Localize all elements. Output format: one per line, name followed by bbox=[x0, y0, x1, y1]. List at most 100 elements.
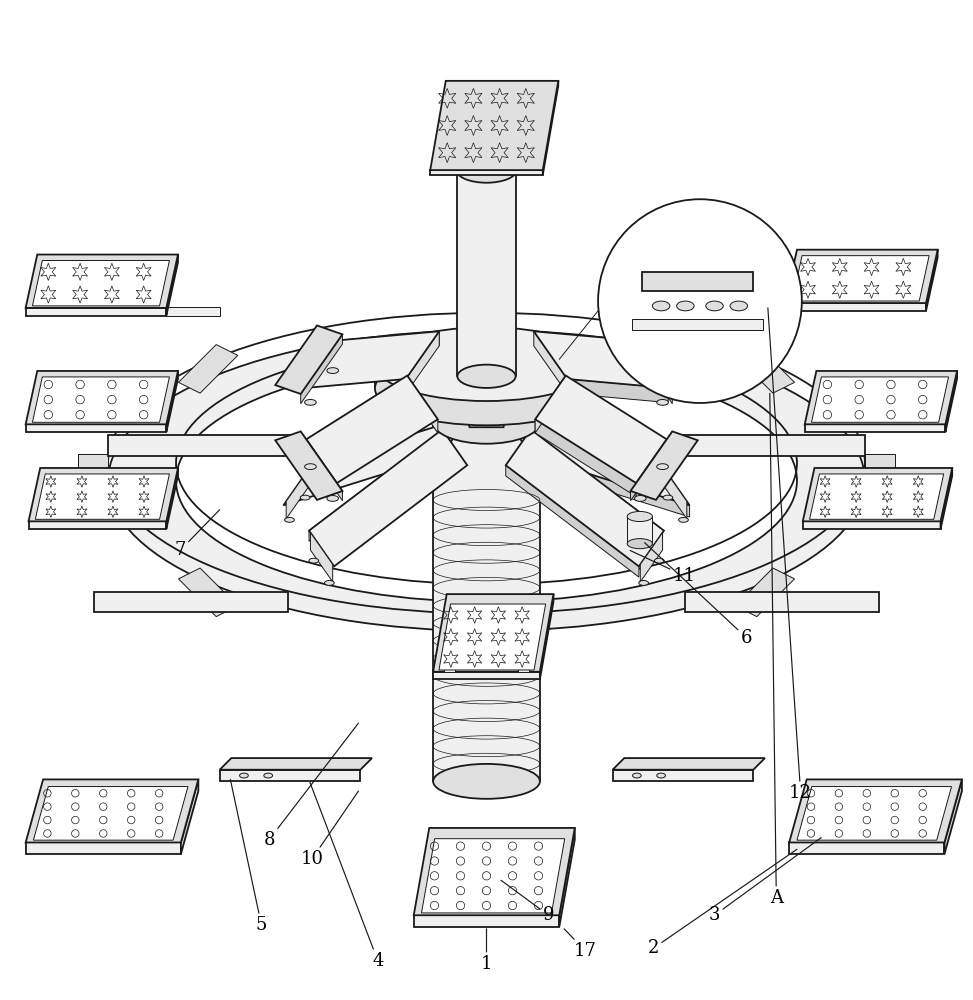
Ellipse shape bbox=[375, 327, 598, 401]
Polygon shape bbox=[504, 416, 690, 505]
Polygon shape bbox=[339, 331, 439, 355]
Polygon shape bbox=[941, 468, 953, 529]
Polygon shape bbox=[567, 379, 668, 403]
Polygon shape bbox=[108, 435, 298, 456]
Polygon shape bbox=[25, 371, 178, 424]
Text: 3: 3 bbox=[708, 838, 821, 924]
Text: 6: 6 bbox=[645, 543, 752, 647]
Polygon shape bbox=[532, 456, 690, 517]
Polygon shape bbox=[25, 424, 166, 432]
Polygon shape bbox=[32, 261, 169, 306]
Ellipse shape bbox=[628, 539, 653, 549]
Polygon shape bbox=[181, 779, 198, 854]
Polygon shape bbox=[275, 325, 342, 394]
Polygon shape bbox=[309, 429, 467, 566]
Polygon shape bbox=[540, 594, 554, 679]
Ellipse shape bbox=[457, 365, 516, 388]
Ellipse shape bbox=[301, 495, 310, 500]
Polygon shape bbox=[535, 419, 636, 497]
Polygon shape bbox=[805, 371, 957, 424]
Polygon shape bbox=[301, 431, 342, 501]
Ellipse shape bbox=[657, 773, 666, 778]
Polygon shape bbox=[166, 307, 220, 316]
Polygon shape bbox=[535, 376, 667, 483]
Ellipse shape bbox=[730, 301, 747, 311]
Ellipse shape bbox=[375, 352, 598, 425]
Text: 2: 2 bbox=[648, 849, 797, 957]
Polygon shape bbox=[811, 377, 949, 422]
Polygon shape bbox=[28, 521, 166, 529]
Text: 17: 17 bbox=[564, 929, 596, 960]
Polygon shape bbox=[628, 516, 653, 544]
Polygon shape bbox=[414, 915, 559, 927]
Ellipse shape bbox=[264, 773, 272, 778]
Text: 7: 7 bbox=[174, 510, 220, 559]
Ellipse shape bbox=[676, 301, 694, 311]
Polygon shape bbox=[613, 758, 765, 770]
Polygon shape bbox=[736, 568, 795, 617]
Polygon shape bbox=[408, 376, 438, 433]
Polygon shape bbox=[785, 303, 926, 311]
Polygon shape bbox=[35, 474, 169, 519]
Polygon shape bbox=[305, 331, 439, 388]
Ellipse shape bbox=[657, 399, 668, 405]
Polygon shape bbox=[559, 828, 575, 927]
Ellipse shape bbox=[444, 657, 455, 663]
Polygon shape bbox=[642, 272, 753, 291]
Ellipse shape bbox=[108, 330, 865, 631]
Polygon shape bbox=[306, 376, 438, 483]
Polygon shape bbox=[93, 592, 288, 612]
Polygon shape bbox=[32, 377, 169, 422]
Polygon shape bbox=[33, 787, 188, 840]
Ellipse shape bbox=[705, 301, 723, 311]
Polygon shape bbox=[433, 422, 540, 781]
Polygon shape bbox=[166, 468, 178, 529]
Polygon shape bbox=[28, 468, 178, 521]
Polygon shape bbox=[632, 319, 763, 330]
Polygon shape bbox=[631, 431, 672, 501]
Polygon shape bbox=[421, 839, 564, 913]
Text: 12: 12 bbox=[768, 308, 812, 802]
Text: 4: 4 bbox=[310, 782, 383, 970]
Polygon shape bbox=[430, 81, 559, 170]
Polygon shape bbox=[25, 308, 166, 316]
Polygon shape bbox=[803, 521, 941, 529]
Polygon shape bbox=[792, 256, 929, 301]
Polygon shape bbox=[25, 255, 178, 308]
Polygon shape bbox=[430, 170, 543, 175]
Text: 9: 9 bbox=[501, 880, 555, 924]
Polygon shape bbox=[926, 250, 938, 311]
Polygon shape bbox=[613, 770, 753, 781]
Ellipse shape bbox=[639, 580, 648, 585]
Polygon shape bbox=[310, 533, 333, 582]
Ellipse shape bbox=[308, 558, 318, 563]
Ellipse shape bbox=[327, 496, 339, 501]
Polygon shape bbox=[797, 787, 952, 840]
Polygon shape bbox=[406, 331, 439, 394]
Polygon shape bbox=[506, 465, 639, 577]
Ellipse shape bbox=[305, 399, 316, 405]
Polygon shape bbox=[375, 364, 598, 388]
Ellipse shape bbox=[327, 368, 339, 373]
Ellipse shape bbox=[456, 158, 517, 183]
Polygon shape bbox=[283, 416, 469, 505]
Polygon shape bbox=[220, 758, 372, 770]
Polygon shape bbox=[946, 371, 957, 432]
Ellipse shape bbox=[305, 464, 316, 470]
Polygon shape bbox=[301, 334, 342, 404]
Polygon shape bbox=[785, 250, 938, 303]
Polygon shape bbox=[810, 474, 944, 519]
Ellipse shape bbox=[176, 359, 797, 602]
Polygon shape bbox=[433, 672, 540, 679]
Polygon shape bbox=[675, 435, 865, 456]
Ellipse shape bbox=[285, 517, 295, 522]
Polygon shape bbox=[166, 255, 178, 316]
Ellipse shape bbox=[634, 368, 646, 373]
Polygon shape bbox=[665, 470, 687, 519]
Polygon shape bbox=[444, 660, 455, 672]
Ellipse shape bbox=[632, 773, 641, 778]
Ellipse shape bbox=[657, 464, 668, 470]
Polygon shape bbox=[865, 454, 895, 507]
Polygon shape bbox=[178, 345, 237, 393]
Polygon shape bbox=[25, 779, 198, 842]
